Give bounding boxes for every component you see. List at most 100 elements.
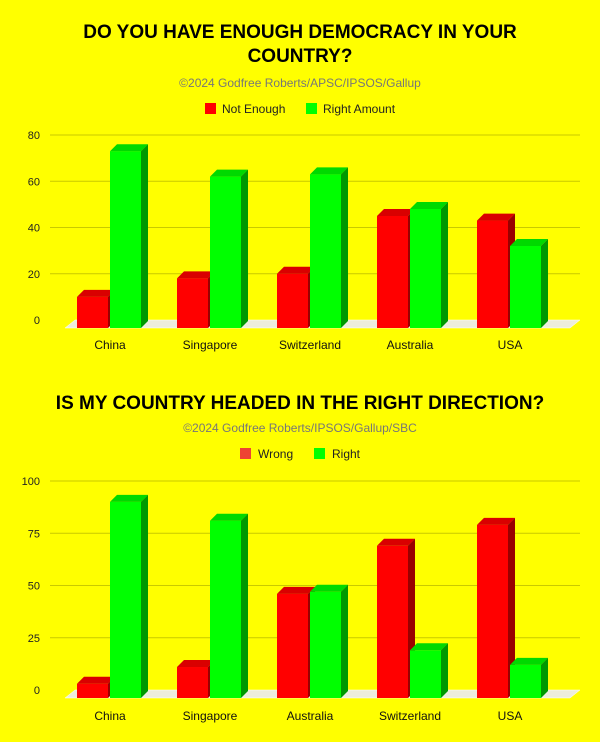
bar-top xyxy=(477,517,515,525)
bar-front xyxy=(177,278,208,328)
y-tick-label: 20 xyxy=(28,269,40,281)
bar-top xyxy=(377,538,415,546)
category-label: USA xyxy=(498,338,523,352)
bar-not-enough xyxy=(477,213,515,328)
bar-side xyxy=(341,584,348,698)
category-label: Singapore xyxy=(183,709,238,723)
y-tick-label: 0 xyxy=(34,315,40,327)
bar-top xyxy=(510,657,548,665)
legend-label-right: Right xyxy=(332,447,361,461)
bar-not-enough xyxy=(277,266,315,328)
bar-not-enough xyxy=(77,289,115,328)
bar-top xyxy=(177,271,215,279)
legend-label-wrong: Wrong xyxy=(258,447,293,461)
bar-front xyxy=(410,650,441,698)
bar-front xyxy=(210,176,241,328)
y-tick-label: 75 xyxy=(28,528,40,540)
bar-wrong xyxy=(277,586,315,698)
bar-front xyxy=(477,220,508,328)
y-tick-label: 0 xyxy=(34,685,40,697)
bar-side xyxy=(141,144,148,328)
bar-front xyxy=(277,273,308,328)
bar-wrong xyxy=(477,517,515,698)
bar-front xyxy=(77,296,108,328)
bar-front xyxy=(277,593,308,698)
chart-title-line-1: IS MY COUNTRY HEADED IN THE RIGHT DIRECT… xyxy=(56,393,544,414)
bar-top xyxy=(310,167,348,175)
bar-top xyxy=(210,169,248,177)
bar-front xyxy=(377,545,408,698)
bar-wrong xyxy=(377,538,415,698)
bar-right-amount xyxy=(110,144,148,328)
bar-front xyxy=(310,174,341,328)
legend-swatch-right xyxy=(314,448,325,459)
y-tick-label: 40 xyxy=(28,223,40,235)
bar-right-amount xyxy=(210,169,248,328)
legend: Not Enough Right Amount xyxy=(205,102,396,116)
y-tick-label: 50 xyxy=(28,581,40,593)
legend-label-right-amount: Right Amount xyxy=(323,102,396,116)
category-label: Australia xyxy=(387,338,434,352)
bar-top xyxy=(77,289,115,297)
category-label: USA xyxy=(498,709,523,723)
bar-not-enough xyxy=(377,208,415,328)
bar-top xyxy=(177,660,215,668)
bar-side xyxy=(508,517,515,698)
legend: Wrong Right xyxy=(240,447,361,461)
bar-top xyxy=(210,513,248,521)
bar-front xyxy=(177,667,208,698)
bar-right-amount xyxy=(310,167,348,328)
bar-front xyxy=(77,683,108,698)
bar-right xyxy=(110,494,148,698)
y-tick-label: 25 xyxy=(28,633,40,645)
y-tick-label: 80 xyxy=(28,130,40,142)
bar-side xyxy=(241,513,248,698)
bar-top xyxy=(310,584,348,592)
category-label: Switzerland xyxy=(379,709,441,723)
chart-title-line-1: DO YOU HAVE ENOUGH DEMOCRACY IN YOUR xyxy=(83,22,517,43)
bar-right xyxy=(210,513,248,698)
bar-top xyxy=(110,494,148,502)
bar-side xyxy=(341,167,348,328)
democracy-chart: DO YOU HAVE ENOUGH DEMOCRACY IN YOUR COU… xyxy=(28,22,581,352)
bar-front xyxy=(377,215,408,328)
bar-side xyxy=(541,239,548,328)
bar-wrong xyxy=(177,660,215,698)
bar-top xyxy=(510,239,548,246)
bar-top xyxy=(110,144,148,152)
y-tick-label: 60 xyxy=(28,176,40,188)
bar-top xyxy=(477,213,515,221)
plot-area: 0 25 50 75 100 China Singapore Australia Switzer… xyxy=(22,476,581,723)
bar-front xyxy=(510,246,541,328)
category-label: Singapore xyxy=(183,338,238,352)
bar-right-amount xyxy=(410,202,448,328)
bar-right xyxy=(310,584,348,698)
category-label: China xyxy=(94,709,126,723)
bar-front xyxy=(510,664,541,698)
chart-subtitle: ©2024 Godfree Roberts/APSC/IPSOS/Gallup xyxy=(179,76,421,90)
bar-not-enough xyxy=(177,271,215,328)
y-tick-label: 100 xyxy=(22,476,40,488)
bar-top xyxy=(77,676,115,684)
bar-top xyxy=(277,586,315,594)
bar-wrong xyxy=(77,676,115,698)
category-label: Switzerland xyxy=(279,338,341,352)
bar-top xyxy=(277,266,315,274)
bar-front xyxy=(477,524,508,698)
direction-chart: IS MY COUNTRY HEADED IN THE RIGHT DIRECT… xyxy=(22,393,581,723)
category-label: China xyxy=(94,338,126,352)
plot-area: 0 20 40 60 80 China Singapore Switzerland Austra… xyxy=(28,130,581,352)
bar-front xyxy=(310,591,341,698)
bar-side xyxy=(441,643,448,698)
bar-side xyxy=(241,169,248,328)
bar-side xyxy=(141,494,148,698)
bar-front xyxy=(110,151,141,328)
bar-top xyxy=(377,208,415,216)
bar-top xyxy=(410,202,448,209)
category-label: Australia xyxy=(287,709,334,723)
bar-side xyxy=(541,657,548,698)
legend-label-not-enough: Not Enough xyxy=(222,102,285,116)
bar-front xyxy=(210,520,241,698)
bar-front xyxy=(410,209,441,328)
